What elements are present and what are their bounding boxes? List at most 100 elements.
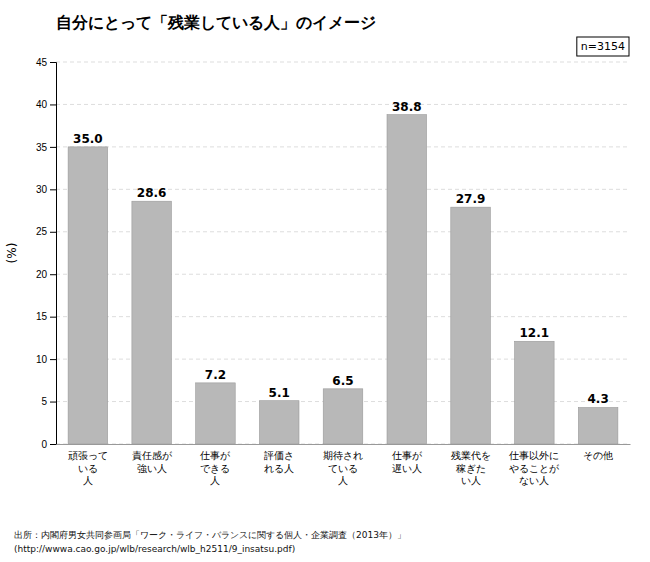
x-tick-label-line: ない人 [519, 475, 549, 486]
data-label: 35.0 [73, 132, 103, 146]
x-tick-label-line: 人 [210, 475, 220, 486]
x-tick-label-line: ている [328, 463, 358, 474]
y-axis: 0 5 10 15 20 25 30 35 40 45 [36, 57, 57, 450]
y-tick-label: 45 [36, 57, 48, 68]
grid-line [56, 104, 630, 105]
source-line: 出所：内閣府男女共同参画局「ワーク・ライフ・バランスに関する個人・企業調査（20… [14, 530, 406, 540]
bar [68, 147, 108, 444]
x-tick-label: 仕事ができる人 [200, 450, 231, 486]
x-tick-label-line: 遅い人 [392, 463, 422, 474]
x-tick: 責任感が強い人 [132, 450, 173, 474]
y-tick: 25 [36, 226, 56, 237]
bar [132, 201, 172, 444]
y-tick-mark [50, 189, 56, 190]
x-tick-label-line: い人 [461, 475, 481, 486]
x-tick-label: 仕事以外にやることがない人 [509, 450, 560, 486]
title: 自分にとって「残業している人」のイメージ [56, 13, 376, 32]
grid-line [56, 146, 630, 147]
x-tick-label-line: 責任感が [132, 450, 173, 461]
x-tick-label: 頑張っている人 [68, 450, 108, 486]
data-label: 6.5 [332, 374, 353, 388]
x-tick-label-line: その他 [583, 450, 613, 461]
source-line: (http://wwwa.cao.go.jp/wlb/research/wlb_… [14, 544, 295, 554]
x-tick-label-line: 稼ぎた [456, 463, 486, 474]
data-label: 5.1 [269, 386, 290, 400]
x-tick-label: 責任感が強い人 [132, 450, 173, 474]
x-tick: 仕事ができる人 [200, 450, 231, 486]
x-tick: 仕事以外にやることがない人 [509, 450, 560, 486]
bar [387, 115, 427, 444]
n-label-box [577, 37, 629, 56]
x-tick-label-line: 評価さ [264, 450, 294, 461]
y-tick-mark [50, 444, 56, 445]
bar [451, 207, 491, 444]
y-tick-mark [50, 402, 56, 403]
y-tick-label: 20 [36, 269, 48, 280]
data-label: 7.2 [205, 368, 226, 382]
x-tick-label-line: れる人 [264, 463, 294, 474]
x-tick-label-line: 人 [338, 475, 348, 486]
data-labels: 35.0 28.6 7.2 5.1 6.5 38.8 27.9 12.1 4.3 [73, 100, 609, 407]
y-tick: 15 [36, 311, 56, 322]
y-tick: 45 [36, 57, 56, 68]
bar [259, 401, 299, 444]
data-label: 38.8 [392, 100, 422, 114]
y-tick: 0 [41, 439, 56, 450]
y-axis-title: (%) [5, 243, 19, 264]
y-tick-label: 5 [41, 396, 47, 407]
x-tick: 頑張っている人 [68, 450, 108, 486]
x-tick-label-line: 頑張って [68, 450, 108, 461]
x-tick-label-line: 期待され [323, 450, 363, 461]
y-tick-mark [50, 359, 56, 360]
y-tick-label: 15 [36, 311, 48, 322]
y-tick: 35 [36, 142, 56, 153]
x-tick: 仕事が遅い人 [392, 450, 423, 474]
y-tick: 30 [36, 184, 56, 195]
y-tick-mark [50, 104, 56, 105]
n-label: n=3154 [581, 40, 625, 53]
x-tick-label: 期待されている人 [323, 450, 363, 486]
y-tick-mark [50, 147, 56, 148]
y-tick-label: 25 [36, 226, 48, 237]
y-tick-label: 0 [41, 439, 47, 450]
x-tick: 残業代を稼ぎたい人 [451, 450, 491, 486]
y-tick-label: 10 [36, 354, 48, 365]
grid [56, 62, 630, 444]
data-label: 27.9 [456, 192, 486, 206]
n-label-group: n=3154 [577, 37, 629, 56]
y-tick: 10 [36, 354, 56, 365]
x-tick-label-line: 強い人 [137, 463, 167, 474]
data-label: 4.3 [587, 392, 608, 406]
y-axis-line [50, 63, 57, 445]
x-axis-line [57, 444, 631, 445]
data-label: 28.6 [137, 186, 167, 200]
bars [68, 115, 618, 444]
grid-line [56, 62, 630, 63]
y-tick-label: 30 [36, 184, 48, 195]
x-tick: 期待されている人 [323, 450, 363, 486]
chart: 051015202530354045(%)頑張っている人責任感が強い人仕事ができ… [0, 0, 650, 562]
y-tick-mark [50, 274, 56, 275]
x-tick-label-line: できる [200, 463, 230, 474]
x-tick-label: 評価される人 [264, 450, 294, 474]
y-tick-label: 40 [36, 99, 48, 110]
plot: 051015202530354045(%)頑張っている人責任感が強い人仕事ができ… [5, 57, 631, 486]
x-tick: 評価される人 [264, 450, 294, 474]
x-tick: その他 [583, 450, 613, 461]
y-tick-mark [50, 232, 56, 233]
bar [196, 383, 236, 444]
x-tick-label: その他 [583, 450, 613, 461]
x-tick-label-line: 仕事以外に [509, 450, 559, 461]
data-label: 12.1 [520, 326, 550, 340]
y-tick-label: 35 [36, 142, 48, 153]
x-tick-label: 残業代を稼ぎたい人 [451, 450, 491, 486]
x-tick-label: 仕事が遅い人 [392, 450, 423, 474]
y-tick-mark [50, 317, 56, 318]
y-tick-mark [50, 62, 56, 63]
x-axis: 頑張っている人責任感が強い人仕事ができる人評価される人期待されている人仕事が遅い… [57, 445, 631, 487]
bar [323, 389, 363, 444]
y-tick: 5 [41, 396, 56, 407]
x-tick-label-line: 仕事が [392, 450, 423, 461]
bar [515, 341, 555, 444]
y-tick: 20 [36, 269, 56, 280]
